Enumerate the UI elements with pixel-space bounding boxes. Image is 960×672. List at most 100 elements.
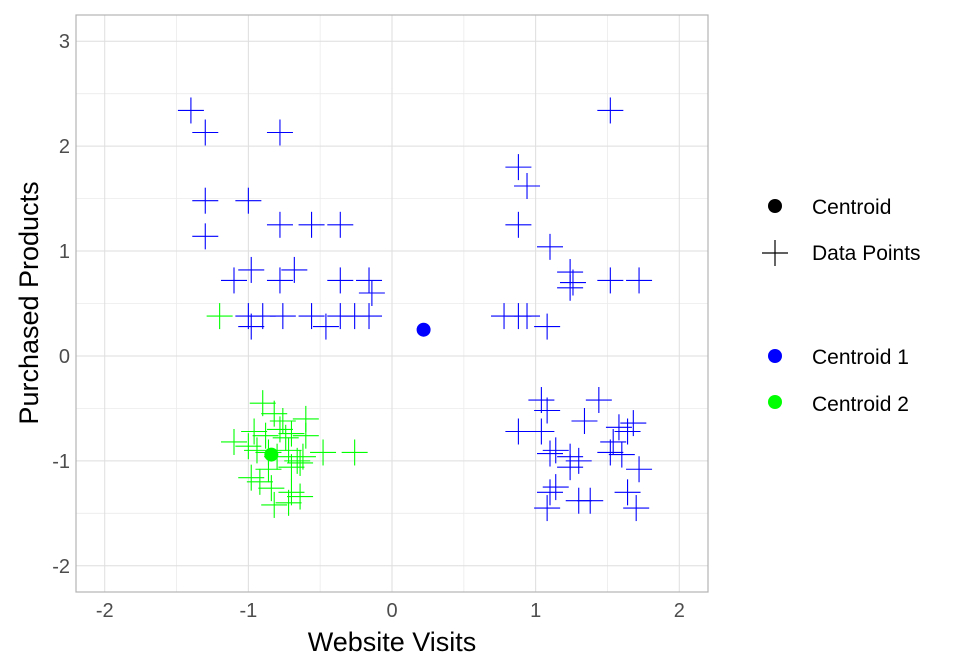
panel-border xyxy=(75,14,709,593)
data-point-cluster-1 xyxy=(266,119,293,146)
data-point-cluster-2 xyxy=(292,422,319,449)
y-tick-label: 1 xyxy=(59,241,70,263)
data-point-cluster-1 xyxy=(266,267,293,294)
data-points xyxy=(177,97,653,522)
data-point-cluster-2 xyxy=(206,303,233,330)
data-point-cluster-1 xyxy=(327,267,354,294)
data-point-cluster-1 xyxy=(534,397,561,424)
data-point-cluster-1 xyxy=(577,487,604,514)
data-point-cluster-1 xyxy=(528,387,555,414)
data-point-cluster-1 xyxy=(266,211,293,238)
data-point-cluster-1 xyxy=(327,211,354,238)
data-point-cluster-1 xyxy=(281,256,308,283)
data-point-cluster-1 xyxy=(537,440,563,467)
y-tick-labels: -2 -1 0 1 2 3 xyxy=(52,31,70,578)
data-point-cluster-1 xyxy=(192,223,219,250)
data-point-cluster-1 xyxy=(269,303,296,330)
data-point-cluster-1 xyxy=(542,437,569,464)
legend-data-points-label: Data Points xyxy=(812,242,921,265)
data-point-cluster-2 xyxy=(284,447,311,474)
data-point-cluster-1 xyxy=(620,410,647,437)
data-point-cluster-2 xyxy=(261,491,288,518)
data-point-cluster-1 xyxy=(235,187,262,214)
data-point-cluster-1 xyxy=(537,479,563,506)
data-point-cluster-2 xyxy=(275,489,302,516)
data-point-cluster-1 xyxy=(623,495,650,522)
data-point-cluster-2 xyxy=(243,437,270,464)
legend-centroid-marker xyxy=(768,199,782,213)
data-point-cluster-2 xyxy=(278,420,305,447)
legend-centroid-2-label: Centroid 2 xyxy=(812,393,909,416)
data-point-cluster-2 xyxy=(287,449,314,476)
data-point-cluster-1 xyxy=(514,173,541,200)
data-point-cluster-1 xyxy=(505,211,532,238)
data-point-cluster-1 xyxy=(534,495,561,522)
data-point-cluster-1 xyxy=(608,441,635,468)
data-point-cluster-2 xyxy=(241,418,268,445)
data-point-cluster-1 xyxy=(565,447,592,474)
data-point-cluster-1 xyxy=(505,154,532,181)
x-tick-label: 1 xyxy=(530,600,541,622)
data-point-cluster-2 xyxy=(252,422,279,449)
data-point-cluster-1 xyxy=(238,313,265,340)
legend-centroid-label: Centroid xyxy=(812,196,891,219)
x-tick-label: -1 xyxy=(239,600,257,622)
data-point-cluster-1 xyxy=(585,387,612,414)
legend-data-points-marker xyxy=(762,240,788,266)
x-tick-labels: -2 -1 0 1 2 xyxy=(96,600,685,622)
legend: Centroid Data Points Centroid 1 Centroid… xyxy=(762,196,921,416)
data-point-cluster-1 xyxy=(534,313,561,340)
data-point-cluster-1 xyxy=(614,479,641,506)
data-point-cluster-1 xyxy=(192,119,219,146)
data-point-cluster-2 xyxy=(258,475,285,502)
data-point-cluster-1 xyxy=(192,187,219,214)
x-tick-label: 0 xyxy=(386,600,397,622)
data-point-cluster-2 xyxy=(289,443,316,470)
data-point-cluster-1 xyxy=(356,303,383,330)
x-tick-label: 2 xyxy=(674,600,685,622)
y-tick-label: -1 xyxy=(52,451,70,473)
data-point-cluster-2 xyxy=(287,483,314,510)
x-axis-title: Website Visits xyxy=(308,627,477,657)
y-tick-label: -2 xyxy=(52,556,70,578)
data-point-cluster-1 xyxy=(559,269,586,296)
data-point-cluster-1 xyxy=(177,97,204,124)
data-point-cluster-1 xyxy=(537,233,563,260)
data-point-cluster-1 xyxy=(298,211,325,238)
data-point-cluster-1 xyxy=(312,313,339,340)
data-point-cluster-1 xyxy=(597,439,624,466)
data-point-cluster-2 xyxy=(249,390,276,417)
data-point-cluster-1 xyxy=(557,274,584,301)
data-point-cluster-1 xyxy=(528,418,555,445)
grid-major xyxy=(76,15,708,592)
data-point-cluster-2 xyxy=(272,424,299,451)
data-point-cluster-1 xyxy=(514,303,541,330)
data-point-cluster-2 xyxy=(221,428,247,455)
data-point-cluster-1 xyxy=(597,267,624,294)
y-axis-title: Purchased Products xyxy=(14,181,44,424)
data-point-cluster-1 xyxy=(597,97,624,124)
data-point-cluster-1 xyxy=(298,303,325,330)
data-point-cluster-2 xyxy=(310,439,337,466)
legend-centroid-1-label: Centroid 1 xyxy=(812,346,909,369)
x-tick-label: -2 xyxy=(96,600,114,622)
data-point-cluster-2 xyxy=(341,439,368,466)
data-point-cluster-1 xyxy=(626,456,653,483)
y-tick-label: 0 xyxy=(59,346,70,368)
centroids xyxy=(264,322,431,462)
data-point-cluster-1 xyxy=(542,474,569,501)
legend-centroid-2-marker xyxy=(768,395,782,409)
data-point-cluster-1 xyxy=(221,267,247,294)
data-point-cluster-1 xyxy=(358,280,385,307)
data-point-cluster-1 xyxy=(626,267,653,294)
legend-centroid-1-marker xyxy=(768,349,782,363)
data-point-cluster-1 xyxy=(238,256,265,283)
y-tick-label: 2 xyxy=(59,136,70,158)
data-point-cluster-1 xyxy=(356,267,383,294)
centroid-1 xyxy=(416,322,431,337)
data-point-cluster-1 xyxy=(571,407,598,434)
data-point-cluster-1 xyxy=(505,418,532,445)
y-tick-label: 3 xyxy=(59,31,70,53)
centroid-2 xyxy=(264,447,279,462)
